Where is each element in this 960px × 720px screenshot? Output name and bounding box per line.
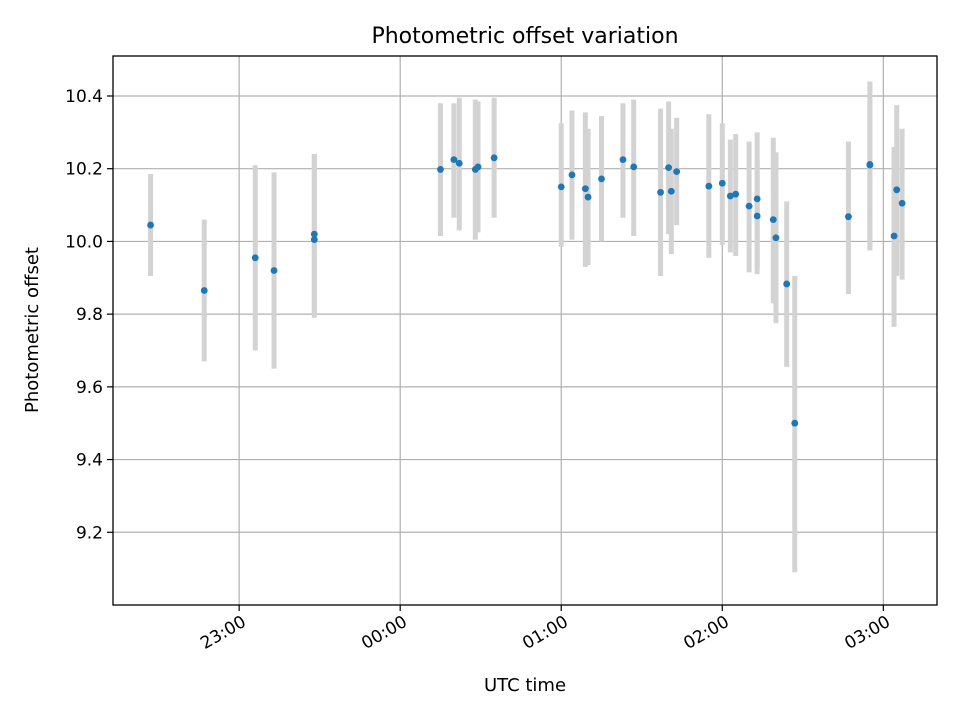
data-point bbox=[772, 234, 780, 242]
y-axis-label: Photometric offset bbox=[22, 247, 43, 413]
data-point bbox=[745, 202, 753, 210]
y-tick-label: 9.4 bbox=[76, 451, 103, 471]
data-point bbox=[490, 154, 498, 162]
data-point bbox=[619, 156, 627, 164]
x-tick-label: 01:00 bbox=[519, 612, 571, 654]
data-point bbox=[474, 163, 482, 171]
x-tick-label: 02:00 bbox=[680, 612, 732, 654]
x-tick-label: 00:00 bbox=[358, 612, 410, 654]
data-point bbox=[783, 280, 791, 288]
data-point bbox=[705, 182, 713, 190]
data-point bbox=[310, 236, 318, 244]
data-point bbox=[893, 186, 901, 194]
data-point bbox=[581, 185, 589, 193]
x-tick-label: 03:00 bbox=[841, 612, 893, 654]
y-tick-label: 10.0 bbox=[65, 232, 103, 252]
x-axis-label: UTC time bbox=[484, 675, 566, 696]
data-point bbox=[657, 188, 664, 196]
data-point bbox=[753, 212, 761, 220]
data-point bbox=[557, 183, 565, 191]
data-point bbox=[630, 163, 638, 171]
y-tick-label: 9.2 bbox=[76, 523, 103, 543]
data-point bbox=[568, 171, 576, 179]
data-point bbox=[665, 164, 672, 172]
data-point bbox=[667, 187, 675, 195]
data-points bbox=[147, 154, 906, 427]
grid bbox=[113, 56, 937, 605]
data-point bbox=[732, 190, 740, 198]
data-point bbox=[147, 221, 154, 229]
data-point bbox=[791, 419, 799, 427]
chart-title: Photometric offset variation bbox=[371, 24, 678, 49]
data-point bbox=[753, 195, 761, 203]
data-point bbox=[726, 192, 734, 200]
data-point bbox=[450, 156, 458, 164]
error-bars bbox=[148, 81, 905, 573]
data-point bbox=[673, 168, 681, 176]
x-tick-label: 23:00 bbox=[197, 612, 249, 654]
data-point bbox=[270, 267, 278, 274]
y-tick-label: 10.4 bbox=[65, 87, 103, 107]
data-point bbox=[890, 232, 898, 240]
data-point bbox=[598, 175, 605, 183]
data-point bbox=[437, 166, 444, 173]
data-point bbox=[718, 179, 726, 187]
data-point bbox=[866, 160, 874, 168]
data-point bbox=[455, 159, 463, 167]
plot-frame bbox=[112, 55, 938, 606]
data-point bbox=[845, 213, 852, 221]
data-point bbox=[251, 254, 259, 262]
data-point bbox=[898, 199, 906, 207]
y-tick-label: 9.6 bbox=[76, 378, 103, 398]
y-tick-label: 9.8 bbox=[76, 305, 103, 325]
data-point bbox=[584, 193, 592, 201]
data-point bbox=[310, 230, 318, 238]
data-point bbox=[769, 216, 777, 224]
y-tick-label: 10.2 bbox=[65, 160, 103, 180]
data-point bbox=[200, 287, 208, 294]
